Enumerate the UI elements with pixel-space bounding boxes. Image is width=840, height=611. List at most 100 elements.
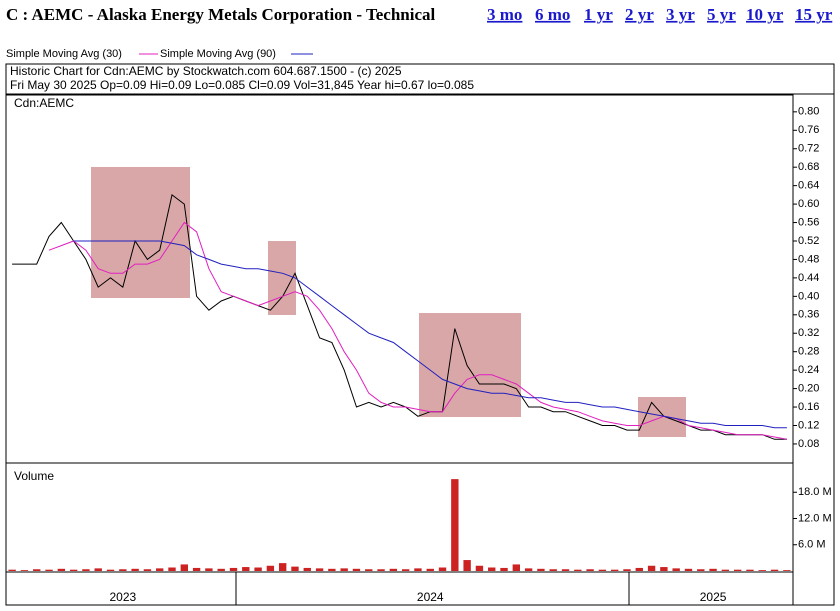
x-tick-label: 2023: [109, 590, 136, 604]
volume-bar: [401, 569, 410, 571]
volume-bar: [623, 569, 631, 571]
volume-bar: [119, 569, 127, 571]
y-tick-label: 0.44: [798, 272, 819, 284]
volume-bar: [512, 564, 521, 571]
volume-bar: [94, 568, 102, 571]
highlight-box: [91, 167, 190, 298]
volume-bar: [488, 567, 496, 571]
volume-bar: [770, 569, 779, 571]
volume-bar: [672, 568, 680, 571]
date-panel: [5, 571, 794, 606]
volume-bar: [266, 565, 275, 571]
volume-bar: [315, 568, 324, 571]
y-tick-label: 0.12: [798, 419, 819, 431]
volume-bar: [365, 569, 373, 571]
volume-bar: [463, 560, 471, 571]
volume-bar: [278, 563, 287, 571]
range-link[interactable]: 3 mo: [487, 5, 522, 24]
symbol-label: Cdn:AEMC: [14, 96, 74, 110]
range-link[interactable]: 2 yr: [625, 5, 654, 24]
y-tick-label: 0.32: [798, 327, 819, 339]
volume-bar: [389, 568, 398, 571]
y-tick-label: 0.48: [798, 253, 819, 265]
volume-bar: [352, 568, 361, 571]
volume-bar: [254, 567, 262, 571]
volume-title: Volume: [14, 469, 54, 483]
y-tick-label: 0.64: [798, 180, 819, 192]
volume-bar: [156, 568, 164, 571]
volume-bar: [303, 567, 311, 571]
volume-bar: [537, 568, 545, 571]
highlight-box: [268, 241, 296, 315]
volume-bar: [561, 569, 570, 571]
volume-bar: [229, 567, 238, 571]
y-tick-label: 0.16: [798, 401, 819, 413]
volume-bar: [660, 567, 668, 571]
volume-bar: [328, 568, 336, 571]
chart-title: Historic Chart for Cdn:AEMC by Stockwatc…: [10, 64, 402, 78]
volume-bar: [635, 567, 643, 571]
volume-bar: [549, 569, 557, 571]
legend-label: Simple Moving Avg (30): [6, 48, 122, 60]
volume-bar: [500, 567, 508, 571]
volume-bar: [709, 568, 717, 571]
range-link[interactable]: 1 yr: [584, 5, 613, 24]
volume-bar: [57, 568, 66, 571]
y-tick-label: 0.60: [798, 198, 819, 210]
volume-bar: [242, 567, 250, 571]
x-tick-label: 2025: [700, 590, 727, 604]
volume-bar: [69, 569, 78, 571]
volume-bar: [33, 569, 41, 571]
range-link[interactable]: 15 yr: [795, 5, 833, 24]
volume-bar: [45, 569, 53, 571]
volume-bar: [82, 569, 90, 571]
volume-bar: [721, 569, 730, 571]
y-tick-label: 12.0 M: [798, 512, 832, 524]
y-tick-label: 0.72: [798, 143, 819, 155]
volume-bar: [733, 569, 742, 571]
volume-bar: [524, 568, 533, 571]
volume-bar: [192, 567, 201, 571]
volume-bar: [414, 568, 422, 571]
y-tick-label: 0.36: [798, 309, 819, 321]
volume-bar: [647, 565, 656, 571]
range-link[interactable]: 3 yr: [666, 5, 695, 24]
volume-bar: [340, 568, 348, 571]
volume-bar: [475, 565, 484, 571]
series-line: [73, 240, 787, 429]
volume-bar: [291, 566, 299, 571]
volume-bar: [758, 570, 766, 571]
y-tick-label: 0.28: [798, 346, 819, 358]
volume-bar: [438, 567, 447, 571]
volume-bar: [746, 569, 754, 571]
x-tick-label: 2024: [417, 590, 444, 604]
y-tick-label: 6.0 M: [798, 539, 826, 551]
y-tick-label: 0.20: [798, 383, 819, 395]
volume-bar: [8, 569, 16, 571]
volume-bar: [143, 569, 152, 571]
volume-panel: [5, 462, 794, 573]
volume-bar: [131, 568, 139, 571]
volume-bar: [180, 564, 188, 571]
series-line: [12, 194, 787, 440]
chart-subtitle: Fri May 30 2025 Op=0.09 Hi=0.09 Lo=0.085…: [10, 78, 474, 92]
range-link[interactable]: 6 mo: [535, 5, 570, 24]
legend-label: Simple Moving Avg (90): [160, 48, 276, 60]
range-link[interactable]: 10 yr: [746, 5, 784, 24]
y-tick-label: 0.76: [798, 124, 819, 136]
range-link[interactable]: 5 yr: [707, 5, 736, 24]
range-links: 3 mo 6 mo 1 yr 2 yr 3 yr 5 yr 10 yr 15 yr: [487, 5, 833, 24]
volume-bar: [217, 568, 225, 571]
volume-bar: [20, 570, 29, 571]
y-tick-label: 0.68: [798, 161, 819, 173]
y-tick-label: 0.80: [798, 106, 819, 118]
y-tick-label: 0.40: [798, 290, 819, 302]
volume-bar: [205, 568, 213, 571]
volume-bar: [574, 569, 582, 571]
y-tick-label: 18.0 M: [798, 486, 832, 498]
volume-bar: [168, 567, 176, 571]
volume-bar: [451, 479, 459, 571]
highlight-box: [419, 313, 521, 417]
